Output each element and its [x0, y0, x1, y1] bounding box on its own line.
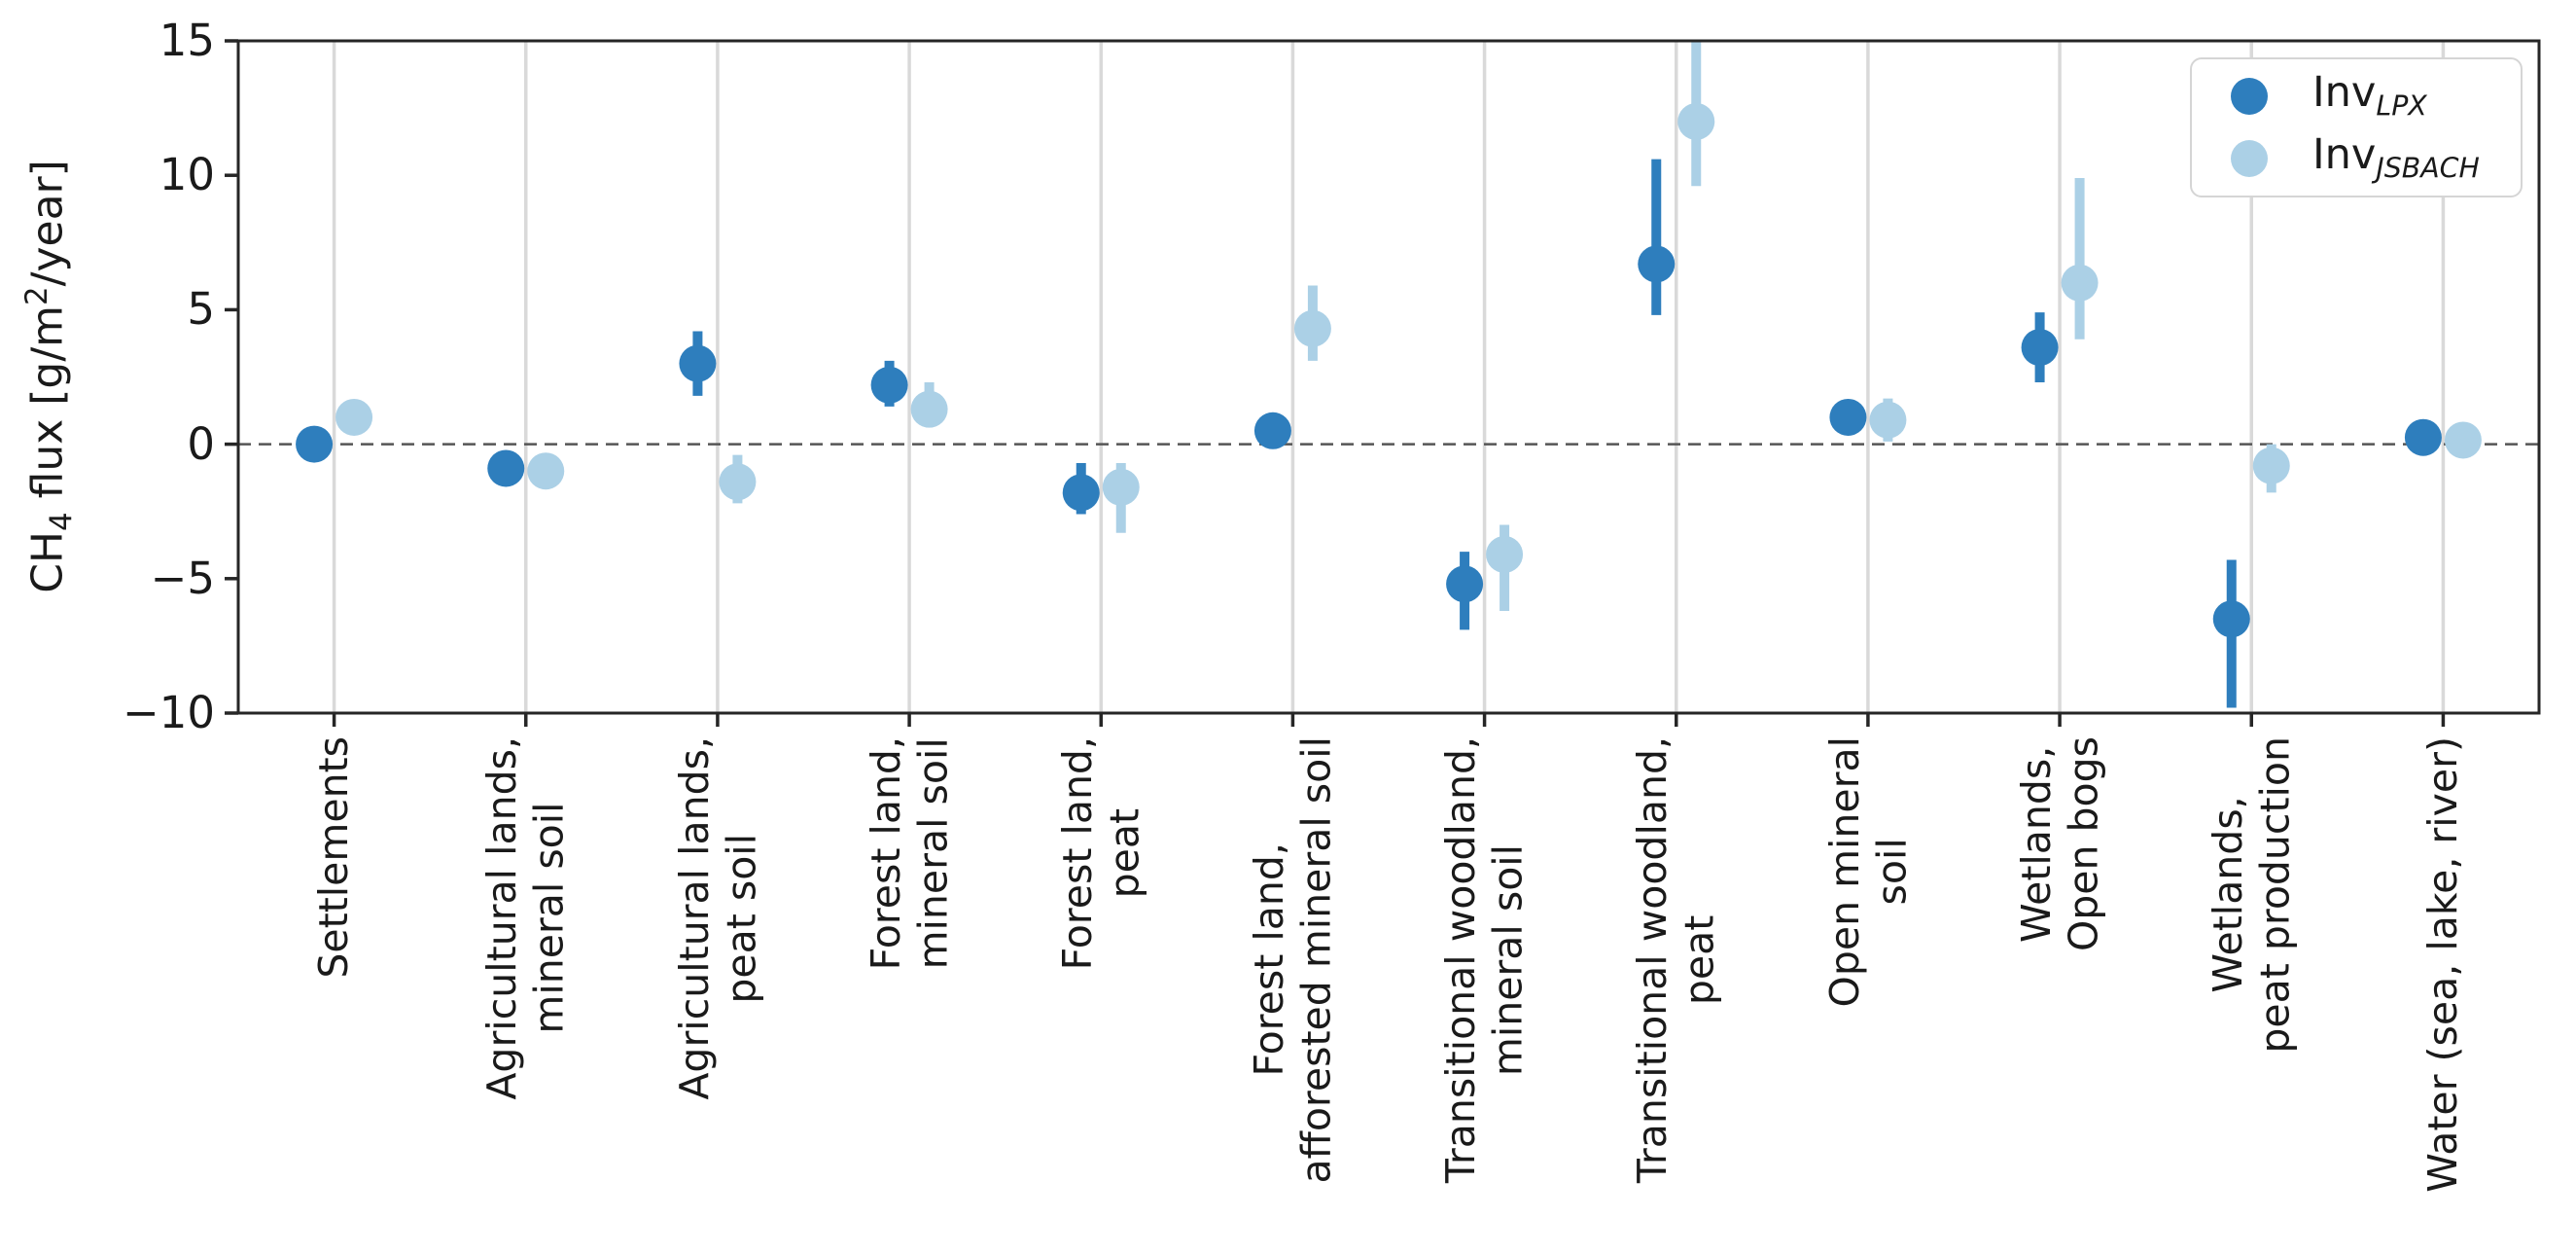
legend-item-inv-lpx: InvLPX [2231, 72, 2521, 121]
legend-label-lpx: InvLPX [2312, 68, 2427, 123]
x-tick-label: Forest land, peat [1053, 736, 1148, 971]
data-point [1446, 565, 1484, 603]
x-tick-cell: Open mineral soil [1772, 736, 1963, 1253]
x-tick-label: Wetlands, Open bogs [2012, 736, 2107, 952]
legend-item-inv-jsbach: InvJSBACH [2231, 134, 2521, 183]
axes-spines [236, 39, 2541, 715]
data-point [2252, 447, 2290, 484]
x-tick-label: Water (sea, lake, river) [2419, 736, 2467, 1193]
data-point [2444, 421, 2482, 459]
data-point [527, 452, 565, 490]
x-tick-cell: Transitional woodland, peat [1580, 736, 1772, 1253]
data-point [2021, 329, 2059, 367]
x-tick-label: Settlements [310, 736, 358, 979]
data-point [1486, 535, 1524, 573]
legend: InvLPX InvJSBACH [2190, 57, 2523, 197]
data-point [335, 398, 373, 436]
data-point [1253, 412, 1291, 449]
x-tick-label: Forest land, mineral soil [862, 736, 957, 971]
y-tick-label: 10 [159, 149, 215, 201]
x-tick-cell: Agricultural lands, peat soil [621, 736, 813, 1253]
y-tick-label: 0 [187, 417, 215, 470]
y-axis-label: CH4 flux [g/m2/year] [19, 160, 80, 593]
x-tick-label: Agricultural lands, mineral soil [478, 736, 573, 1100]
y-tick-label: −10 [123, 687, 215, 738]
x-tick-cell: Transitional woodland, mineral soil [1389, 736, 1580, 1253]
data-point [487, 449, 525, 487]
y-tick-label: 5 [187, 283, 215, 336]
legend-label-jsbach: InvJSBACH [2312, 130, 2480, 185]
y-tick-label: 15 [159, 15, 215, 66]
data-point [1869, 401, 1907, 439]
data-point [1677, 102, 1715, 140]
x-tick-label: Open mineral soil [1820, 736, 1915, 1008]
data-point [1293, 309, 1331, 347]
tick-marks [225, 39, 2446, 727]
x-tick-label: Transitional woodland, peat [1629, 736, 1723, 1184]
gridlines [332, 41, 2446, 713]
x-tick-label: Wetlands, peat production [2204, 736, 2299, 1054]
x-tick-cell: Wetlands, peat production [2156, 736, 2347, 1253]
x-tick-cell: Wetlands, Open bogs [1964, 736, 2156, 1253]
x-tick-cell: Water (sea, lake, river) [2347, 736, 2539, 1253]
x-tick-cell: Settlements [238, 736, 430, 1253]
data-point [1829, 398, 1867, 436]
x-tick-cell: Agricultural lands, mineral soil [430, 736, 621, 1253]
y-tick-label: −5 [150, 552, 215, 604]
data-point [1062, 474, 1100, 512]
data-point [870, 366, 908, 404]
data-point [679, 344, 717, 382]
series-inv-jsbach [335, 41, 2482, 611]
legend-marker-jsbach-icon [2231, 140, 2268, 177]
series-inv-lpx [296, 159, 2442, 708]
x-tick-cell: Forest land, mineral soil [814, 736, 1006, 1253]
x-tick-label: Forest land, afforested mineral soil [1246, 736, 1340, 1184]
data-point [2212, 600, 2250, 638]
data-point [1638, 245, 1676, 283]
x-tick-cell: Forest land, peat [1006, 736, 1197, 1253]
x-tick-label: Agricultural lands, peat soil [670, 736, 764, 1100]
x-tick-cell: Forest land, afforested mineral soil [1197, 736, 1389, 1253]
x-tick-label: Transitional woodland, mineral soil [1437, 736, 1532, 1184]
data-point [2061, 264, 2099, 302]
data-point [1102, 468, 1140, 506]
legend-marker-lpx-icon [2231, 78, 2268, 115]
data-point [2404, 418, 2442, 456]
data-series [296, 41, 2482, 708]
data-point [910, 390, 948, 428]
data-point [296, 425, 334, 463]
data-point [719, 463, 757, 501]
